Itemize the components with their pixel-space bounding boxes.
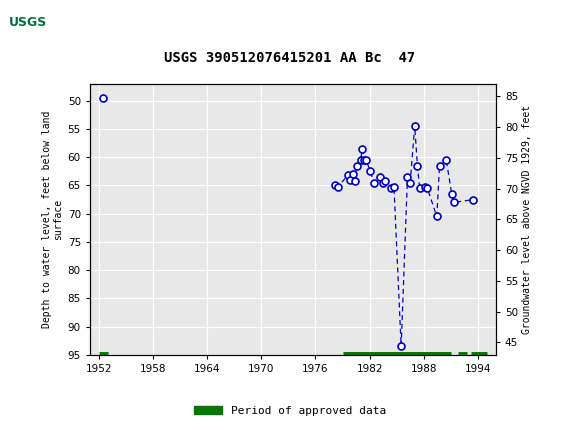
- Y-axis label: Groundwater level above NGVD 1929, feet: Groundwater level above NGVD 1929, feet: [523, 105, 532, 334]
- Bar: [3, 2, 10, 43]
- FancyBboxPatch shape: [6, 4, 61, 41]
- Y-axis label: Depth to water level, feet below land
surface: Depth to water level, feet below land su…: [42, 111, 63, 328]
- Legend: Period of approved data: Period of approved data: [190, 401, 390, 420]
- Text: USGS: USGS: [9, 16, 47, 29]
- Text: USGS 390512076415201 AA Bc  47: USGS 390512076415201 AA Bc 47: [164, 50, 416, 64]
